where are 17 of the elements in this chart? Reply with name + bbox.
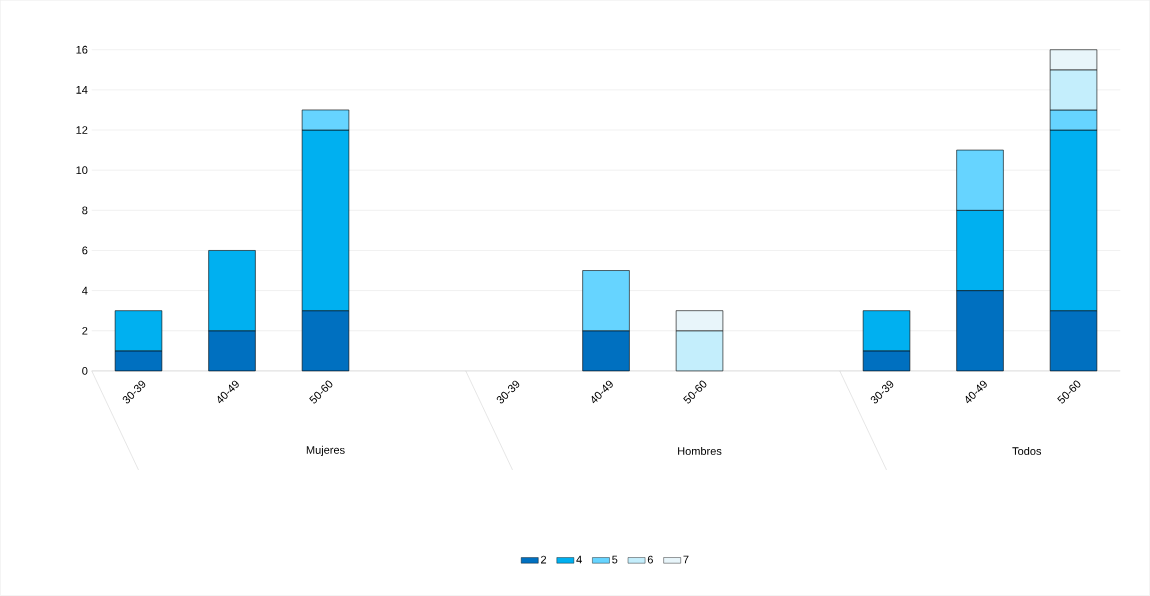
legend-label: 5	[612, 555, 618, 564]
y-tick-label: 10	[76, 166, 88, 175]
y-tick-label: 2	[82, 327, 88, 335]
text: Hombres	[678, 447, 722, 456]
y-tick-label: 12	[76, 126, 88, 134]
legend-label: 6	[647, 555, 653, 564]
text: Todos	[1012, 447, 1042, 456]
legend-label: 7	[683, 555, 689, 564]
y-tick-label: 0	[82, 367, 88, 375]
y-tick-label: 8	[82, 206, 88, 215]
y-tick-label: 14	[76, 86, 88, 94]
legend-label: 2	[541, 555, 547, 564]
y-tick-label: 6	[82, 246, 88, 255]
text: Mujeres	[306, 445, 345, 457]
y-tick-label: 16	[76, 45, 88, 54]
y-tick-label: 4	[82, 286, 88, 295]
legend-label: 4	[576, 555, 582, 564]
